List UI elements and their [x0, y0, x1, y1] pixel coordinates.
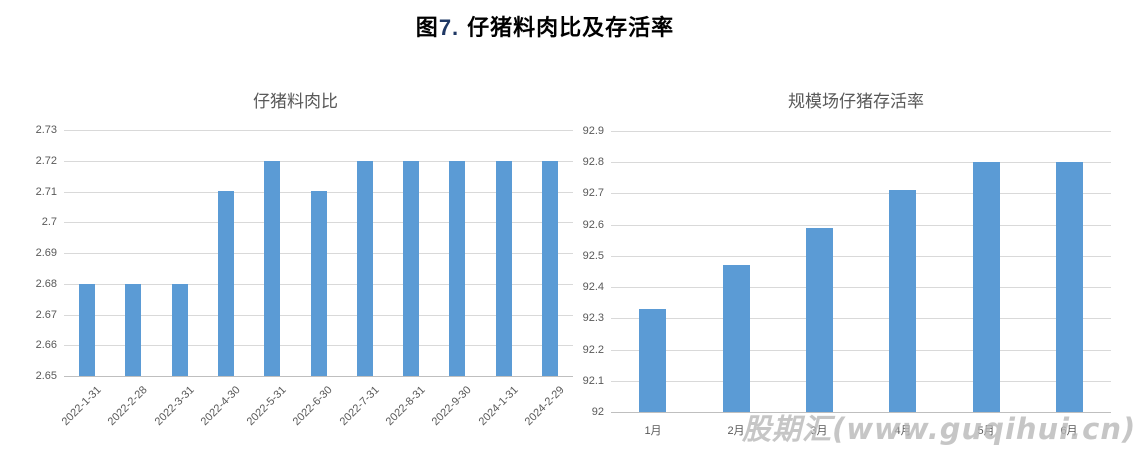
right-chart-plot-area: 92.9 92.8 92.7 92.6 92.5 92.4 92.3 92.2 92.1 92 1月… [583, 125, 1111, 437]
gridline [611, 287, 1111, 288]
y-tick-label: 2.65 [35, 370, 57, 382]
x-axis-line [64, 376, 573, 377]
gridline [611, 162, 1111, 163]
x-tick-label: 2022-7-31 [337, 384, 382, 428]
y-tick-label: 2.66 [35, 339, 57, 351]
bar [218, 191, 234, 376]
bar [973, 162, 1000, 412]
y-tick-label: 2.73 [35, 124, 57, 136]
x-tick-label: 4月 [894, 425, 912, 437]
x-tick-label: 2022-2-28 [105, 384, 150, 428]
x-tick-label: 2024-1-31 [476, 384, 521, 428]
right-chart-title: 规模场仔猪存活率 [788, 92, 924, 111]
x-tick-label: 2022-6-30 [290, 384, 335, 428]
bar [449, 161, 465, 376]
left-chart-title: 仔猪料肉比 [253, 92, 338, 111]
y-tick-label: 92.7 [582, 187, 604, 199]
x-axis-line [611, 412, 1111, 413]
y-tick-label: 2.71 [35, 186, 57, 198]
gridline [64, 161, 573, 162]
x-tick-label: 2022-5-31 [244, 384, 289, 428]
x-tick-label: 2022-9-30 [429, 384, 474, 428]
y-tick-label: 2.68 [35, 278, 57, 290]
left-chart-plot-area: 2.73 2.72 2.71 2.7 2.69 2.68 2.67 2.66 2.65 2022-… [36, 124, 573, 428]
x-tick-label: 3月 [810, 425, 828, 437]
y-tick-label: 2.7 [41, 216, 57, 228]
x-tick-label: 2月 [727, 425, 745, 437]
y-tick-label: 2.72 [35, 155, 57, 167]
x-tick-label: 2022-3-31 [152, 384, 197, 428]
x-tick-label: 2022-4-30 [198, 384, 243, 428]
y-tick-label: 92.1 [582, 375, 604, 387]
gridline [611, 318, 1111, 319]
y-tick-label: 92.8 [582, 156, 604, 168]
y-tick-label: 92 [591, 406, 604, 418]
bar [639, 309, 666, 412]
figure-number: 7. [438, 15, 460, 40]
bar [79, 284, 95, 376]
gridline [611, 225, 1111, 226]
bar [723, 265, 750, 412]
y-tick-label: 92.5 [582, 250, 604, 262]
bar [172, 284, 188, 376]
bar [1056, 162, 1083, 412]
figure-title: 图7. 仔猪料肉比及存活率 [0, 10, 1090, 42]
y-tick-label: 2.67 [35, 309, 57, 321]
bar [542, 161, 558, 376]
x-tick-label: 5月 [977, 425, 995, 437]
bar [496, 161, 512, 376]
x-tick-label: 1月 [644, 425, 662, 437]
bar [806, 228, 833, 412]
watermark: 股期汇(www.guqihui.cn) [742, 412, 1137, 446]
figure-title-text: 仔猪料肉比及存活率 [467, 15, 675, 40]
gridline [611, 131, 1111, 132]
y-tick-label: 2.69 [35, 247, 57, 259]
x-tick-label: 6月 [1060, 425, 1078, 437]
bar [311, 191, 327, 376]
gridline [611, 256, 1111, 257]
y-tick-label: 92.9 [582, 125, 604, 137]
bar [357, 161, 373, 376]
figure-label: 图 [415, 15, 439, 40]
bar [403, 161, 419, 376]
gridline [611, 193, 1111, 194]
gridline [611, 381, 1111, 382]
y-tick-label: 92.2 [582, 344, 604, 356]
bar [125, 284, 141, 376]
y-tick-label: 92.4 [582, 281, 604, 293]
bar [889, 190, 916, 412]
y-tick-label: 92.3 [582, 312, 604, 324]
x-tick-label: 2022-8-31 [383, 384, 428, 428]
gridline [64, 130, 573, 131]
y-tick-label: 92.6 [582, 219, 604, 231]
gridline [611, 350, 1111, 351]
x-tick-label: 2022-1-31 [59, 384, 104, 428]
bar [264, 161, 280, 376]
